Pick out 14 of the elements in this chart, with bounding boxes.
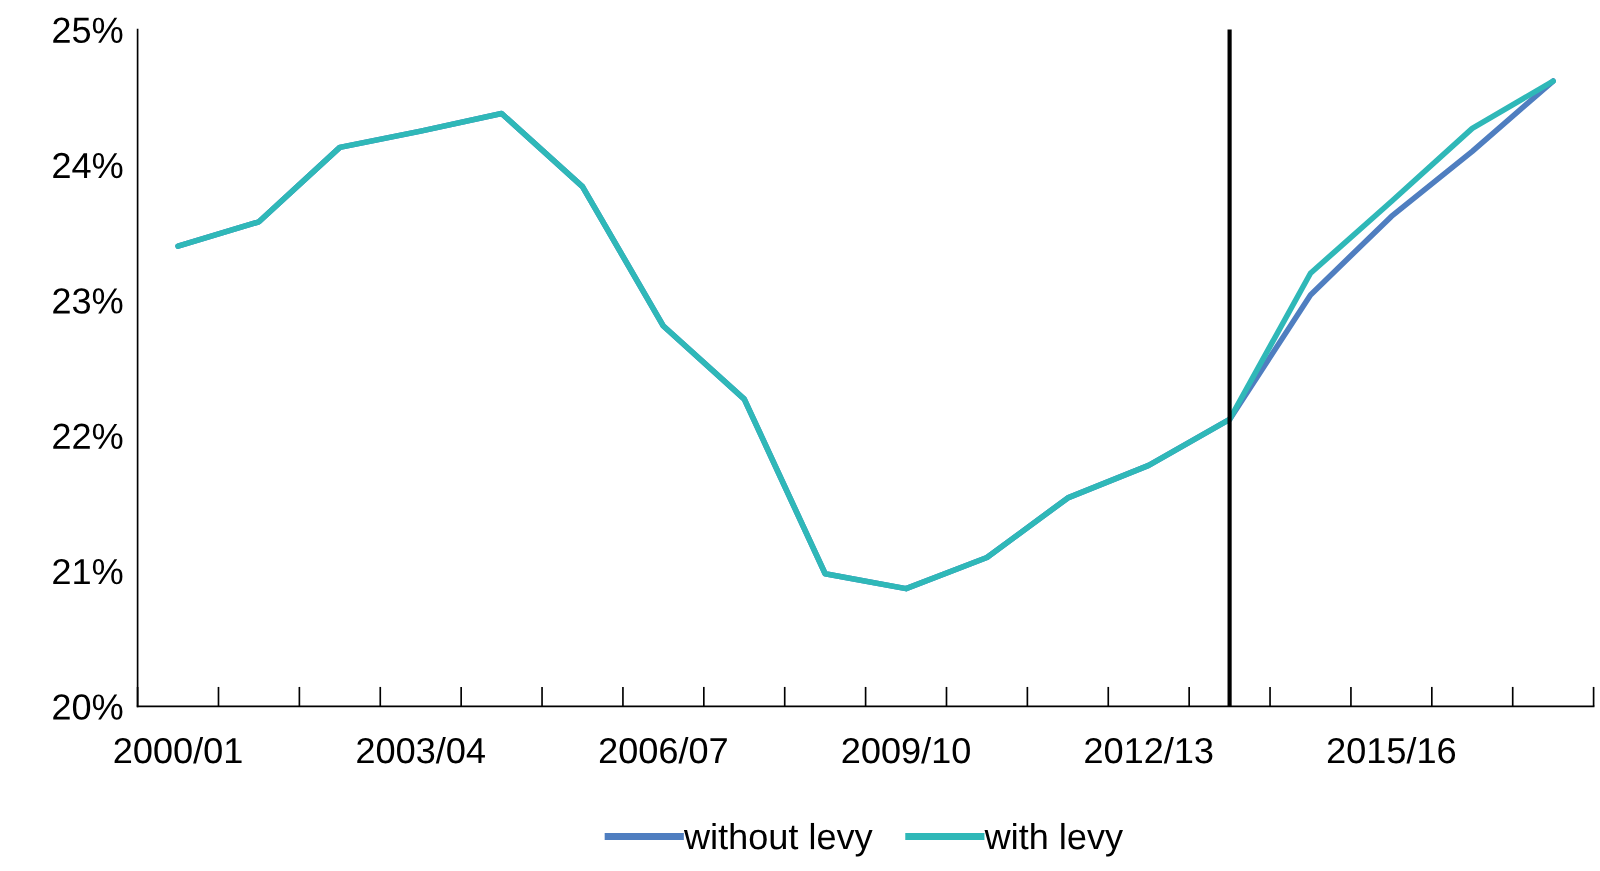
x-tick-label: 2000/01 xyxy=(114,736,242,764)
x-tick-label: 2015/16 xyxy=(1327,736,1456,764)
y-tick-label: 25% xyxy=(53,17,123,44)
x-tick-label: 2012/13 xyxy=(1085,736,1213,764)
y-tick-label: 23% xyxy=(53,288,123,314)
x-tick-label: 2003/04 xyxy=(357,736,485,764)
y-tick-label: 24% xyxy=(53,152,123,179)
y-tick-label: 21% xyxy=(53,558,123,585)
y-tick-label: 20% xyxy=(53,694,123,720)
x-tick-label: 2006/07 xyxy=(599,736,727,764)
legend-label: with levy xyxy=(984,822,1123,857)
x-tick-label: 2009/10 xyxy=(842,736,970,764)
y-tick-label: 22% xyxy=(53,423,123,449)
legend-label: without levy xyxy=(683,822,873,857)
